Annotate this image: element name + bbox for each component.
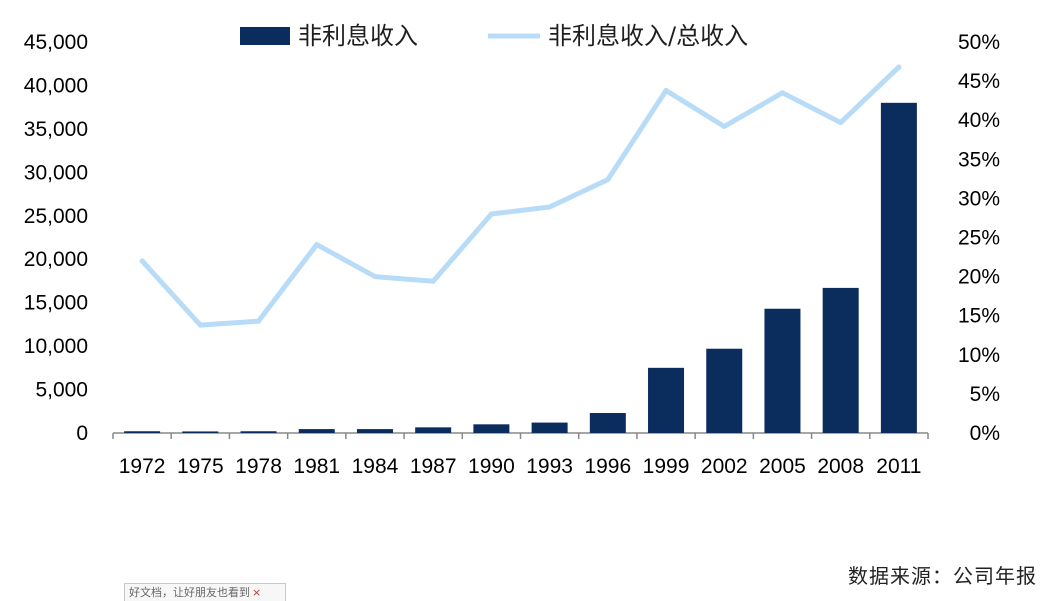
x-tick-label: 1981: [293, 455, 340, 478]
x-tick-label: 1972: [119, 455, 166, 478]
bar: [415, 427, 452, 433]
y-left-tick-label: 25,000: [24, 205, 88, 228]
y-right-axis: 0% 5% 10% 15% 20% 25% 30% 35% 40% 45% 50%: [958, 31, 1000, 445]
y-left-tick-label: 20,000: [24, 248, 88, 271]
bar: [473, 424, 510, 433]
line-point: [488, 211, 494, 217]
y-left-tick-label: 15,000: [24, 292, 88, 315]
line-point: [547, 204, 553, 210]
x-tick-label: 1993: [526, 455, 573, 478]
x-tick-label: 1990: [468, 455, 515, 478]
watermark-banner: 好文档，让好朋友也看到 ×: [124, 583, 286, 601]
legend-bar-swatch: [240, 27, 290, 45]
line-point: [430, 278, 436, 284]
x-tick-label: 1978: [235, 455, 282, 478]
y-right-tick-label: 25%: [958, 227, 1000, 250]
bar: [706, 348, 743, 433]
bar: [531, 422, 568, 433]
line-point: [139, 258, 145, 264]
line-point: [663, 87, 669, 93]
x-tick-label: 1975: [177, 455, 224, 478]
y-left-tick-label: 5,000: [35, 379, 88, 402]
legend-line-label: 非利息收入/总收入: [548, 22, 748, 50]
source-note: 数据来源：公司年报: [848, 564, 1037, 588]
bar: [298, 429, 335, 433]
line-path: [139, 64, 902, 328]
y-left-tick-label: 40,000: [24, 74, 88, 97]
y-left-tick-label: 0: [76, 422, 88, 445]
line-point: [779, 90, 785, 96]
y-right-tick-label: 0%: [970, 422, 1000, 445]
watermark-text: 好文档，让好朋友也看到: [129, 586, 250, 599]
x-tick-label: 1984: [352, 455, 399, 478]
bar: [880, 102, 917, 434]
bar: [764, 308, 801, 433]
line-series: [139, 64, 902, 328]
bar: [240, 431, 277, 433]
x-tick-label: 2008: [817, 455, 864, 478]
x-tick-label: 1987: [410, 455, 457, 478]
legend-bar-label: 非利息收入: [298, 22, 418, 50]
y-left-axis: 0 5,000 10,000 15,000 20,000 25,000 30,000 35,0…: [24, 31, 88, 445]
x-tick-label: 2002: [701, 455, 748, 478]
y-right-tick-label: 35%: [958, 148, 1000, 171]
line-point: [721, 123, 727, 129]
y-right-tick-label: 15%: [958, 305, 1000, 328]
x-tick-label: 2011: [876, 455, 921, 478]
y-left-tick-label: 35,000: [24, 118, 88, 141]
legend: 非利息收入 非利息收入/总收入: [240, 22, 748, 50]
line-point: [197, 322, 203, 328]
bar: [182, 431, 219, 433]
y-right-tick-label: 10%: [958, 344, 1000, 367]
y-right-tick-label: 50%: [958, 31, 1000, 54]
x-tick-label: 2005: [759, 455, 806, 478]
bar: [589, 413, 626, 433]
y-left-tick-label: 10,000: [24, 335, 88, 358]
y-left-tick-label: 30,000: [24, 161, 88, 184]
y-right-tick-label: 45%: [958, 70, 1000, 93]
line-point: [896, 64, 902, 70]
line-point: [605, 177, 611, 183]
y-right-tick-label: 20%: [958, 266, 1000, 289]
x-tick-label: 1996: [584, 455, 631, 478]
y-right-tick-label: 40%: [958, 109, 1000, 132]
close-icon[interactable]: ×: [252, 586, 262, 599]
bar-series: [124, 102, 917, 434]
bar: [648, 367, 685, 433]
bar: [356, 429, 393, 433]
bar: [822, 287, 859, 433]
y-right-tick-label: 30%: [958, 187, 1000, 210]
line-point: [314, 242, 320, 248]
bar: [124, 431, 161, 433]
line-point: [256, 318, 262, 324]
line-point: [372, 274, 378, 280]
line-point: [838, 120, 844, 126]
x-tick-label: 1999: [643, 455, 690, 478]
x-axis: 1972 1975 1978 1981 1984 1987 1990 1993 1996 1999…: [112, 433, 929, 478]
y-left-tick-label: 45,000: [24, 31, 88, 54]
y-right-tick-label: 5%: [970, 383, 1000, 406]
